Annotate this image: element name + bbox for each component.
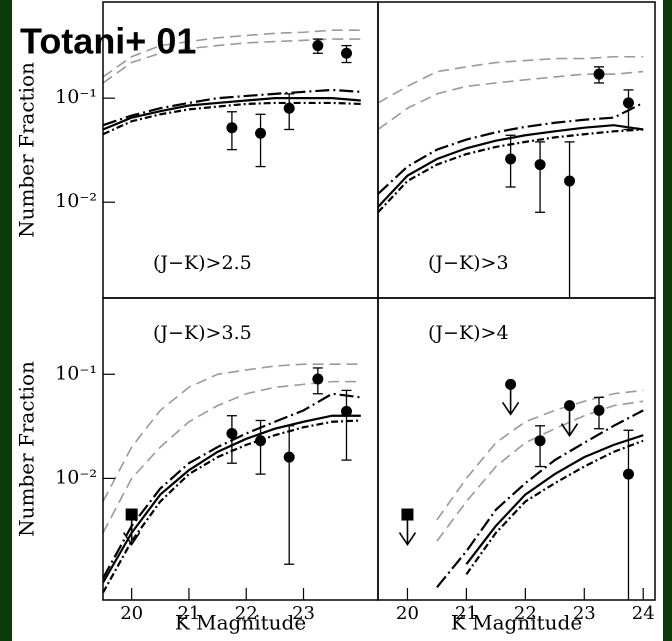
x-tick-label: 21 bbox=[177, 603, 200, 624]
data-point bbox=[534, 159, 546, 171]
data-point bbox=[255, 435, 267, 447]
data-point bbox=[312, 40, 324, 52]
data-point bbox=[226, 427, 238, 439]
figure-title: Totani+ 01 bbox=[20, 21, 196, 62]
panel-frame bbox=[377, 297, 656, 601]
x-axis-label: K Magnitude bbox=[175, 611, 306, 635]
data-point bbox=[622, 97, 634, 109]
model-line bbox=[378, 70, 644, 131]
panel-label: (J−K)>3 bbox=[428, 252, 509, 274]
x-tick-label: 21 bbox=[455, 603, 478, 624]
panel-label: (J−K)>2.5 bbox=[153, 252, 252, 274]
model-line bbox=[436, 389, 644, 521]
y-tick-label: 10⁻¹ bbox=[55, 362, 97, 384]
y-tick-label: 10⁻² bbox=[55, 190, 97, 212]
data-point bbox=[534, 435, 546, 447]
upper-limit-arrow bbox=[122, 514, 141, 546]
y-axis-label: Number Fraction bbox=[15, 62, 39, 238]
data-point bbox=[340, 405, 352, 417]
data-point bbox=[593, 68, 605, 80]
data-point bbox=[283, 451, 295, 463]
plot-area bbox=[378, 55, 644, 298]
y-axis-label: Number Fraction bbox=[15, 361, 39, 537]
model-line bbox=[436, 400, 644, 542]
model-line bbox=[378, 55, 644, 104]
x-tick-label: 20 bbox=[120, 603, 143, 624]
model-line bbox=[378, 101, 644, 195]
panel-label: (J−K)>4 bbox=[428, 322, 509, 344]
x-axis-label: K Magnitude bbox=[451, 611, 582, 635]
data-point bbox=[312, 373, 324, 385]
x-tick-label: 22 bbox=[514, 603, 537, 624]
data-point bbox=[593, 404, 605, 416]
data-point bbox=[505, 153, 517, 165]
data-point bbox=[564, 175, 576, 187]
model-line bbox=[465, 439, 644, 575]
model-line bbox=[465, 434, 644, 565]
plot-area bbox=[103, 29, 361, 168]
data-point bbox=[340, 47, 352, 59]
panel-label: (J−K)>3.5 bbox=[153, 322, 252, 344]
x-tick-label: 24 bbox=[632, 603, 655, 624]
upper-limit-arrow bbox=[560, 405, 579, 438]
x-tick-label: 23 bbox=[292, 603, 315, 624]
x-tick-label: 20 bbox=[396, 603, 419, 624]
figure-background bbox=[12, 0, 663, 641]
upper-limit-arrow bbox=[398, 514, 417, 546]
model-line bbox=[103, 29, 361, 78]
model-line bbox=[103, 97, 361, 131]
y-tick-label: 10⁻¹ bbox=[55, 86, 97, 108]
x-tick-label: 23 bbox=[573, 603, 596, 624]
data-point bbox=[283, 102, 295, 114]
model-line bbox=[103, 88, 361, 127]
plot-area bbox=[398, 378, 644, 600]
plot-area bbox=[103, 363, 361, 594]
y-tick-label: 10⁻² bbox=[55, 466, 97, 488]
model-line bbox=[103, 363, 361, 502]
model-line bbox=[103, 101, 361, 136]
data-point bbox=[255, 127, 267, 139]
data-point bbox=[622, 468, 634, 480]
data-point bbox=[226, 122, 238, 134]
upper-limit-arrow bbox=[501, 384, 520, 416]
model-line bbox=[436, 409, 644, 589]
x-tick-label: 22 bbox=[235, 603, 258, 624]
